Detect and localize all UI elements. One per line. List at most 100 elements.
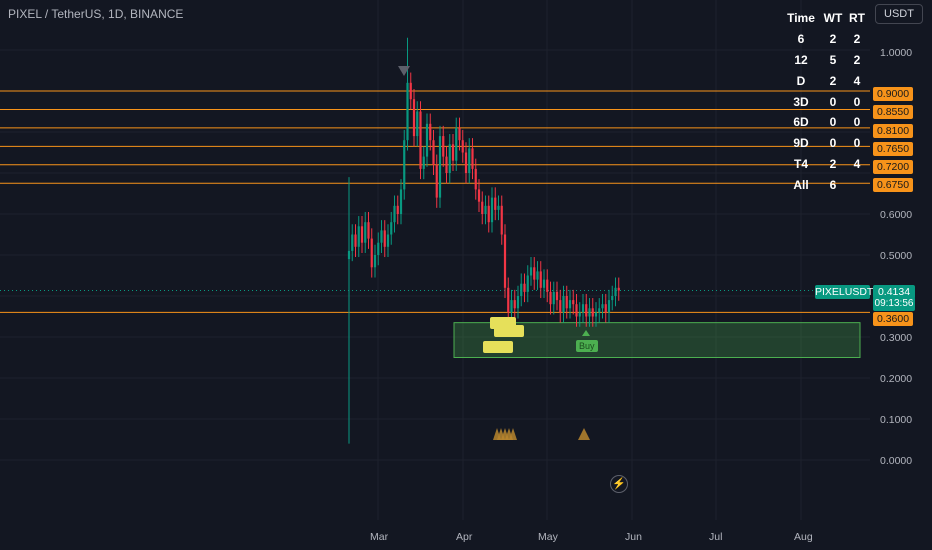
candle-body xyxy=(572,300,575,305)
level-tag: 0.7650 xyxy=(873,142,913,156)
stats-cell xyxy=(846,174,868,195)
level-tag: 0.8550 xyxy=(873,105,913,119)
stats-cell: 2 xyxy=(829,156,837,171)
stats-row: 9D 0 0 xyxy=(782,133,868,154)
candle-body xyxy=(500,205,503,235)
candle-body xyxy=(539,271,542,288)
candle-body xyxy=(461,140,464,153)
candle-body xyxy=(516,296,520,309)
stats-cell: 12 xyxy=(794,52,808,67)
candle-body xyxy=(403,140,406,190)
price-axis-label: 0.5000 xyxy=(880,250,913,262)
candle-body xyxy=(529,267,533,276)
buy-signal-label: Buy xyxy=(576,340,598,352)
candle-body xyxy=(526,275,529,292)
candle-body xyxy=(536,271,539,280)
stats-cell: 2 xyxy=(853,52,861,67)
candle-body xyxy=(354,234,357,247)
candle-body xyxy=(555,291,559,301)
stats-header-rt: RT xyxy=(849,11,865,26)
candle-body xyxy=(484,205,487,214)
stats-header-wt: WT xyxy=(823,11,843,26)
candle-body xyxy=(380,230,383,243)
candle-body xyxy=(468,148,471,173)
stats-cell: 3D xyxy=(793,94,809,109)
candle-body xyxy=(481,201,484,214)
stats-row: 6 2 2 xyxy=(782,29,868,50)
candle-body xyxy=(503,234,507,288)
level-tag: 0.7200 xyxy=(873,160,913,174)
stats-row: D 2 4 xyxy=(782,70,868,91)
candle-body xyxy=(520,283,523,296)
stats-cell: 4 xyxy=(853,73,861,88)
stats-cell: 5 xyxy=(829,52,837,67)
candle-body xyxy=(523,283,526,292)
time-axis-label: Aug xyxy=(794,531,813,543)
candle-body xyxy=(604,304,607,313)
up-triangle-marker xyxy=(509,428,517,440)
stats-row: T4 2 4 xyxy=(782,154,868,175)
candle-body xyxy=(367,222,370,239)
candle-body xyxy=(399,189,403,214)
price-axis-label: 0.0000 xyxy=(880,455,913,467)
candle-body xyxy=(591,308,594,317)
stats-cell: 6 xyxy=(829,177,837,192)
candle-body xyxy=(578,312,581,317)
candle-body xyxy=(607,300,611,313)
candle-body xyxy=(377,242,380,255)
candle-body xyxy=(373,255,377,268)
horizontal-levels xyxy=(0,90,870,313)
price-axis-label: 0.3000 xyxy=(880,332,913,344)
up-triangle-marker xyxy=(578,428,590,440)
candle-body xyxy=(357,226,360,247)
candle-body xyxy=(360,226,364,243)
candle-body xyxy=(585,304,588,317)
candle-body xyxy=(406,82,409,141)
stats-header-row: Time WT RT xyxy=(782,8,868,29)
candle-body xyxy=(549,291,552,305)
candle-body xyxy=(448,144,451,173)
lightning-icon[interactable]: ⚡ xyxy=(610,475,628,493)
candle-body xyxy=(429,123,432,141)
candle-body xyxy=(487,205,490,223)
candle-body xyxy=(565,296,568,309)
stats-cell: 0 xyxy=(853,136,861,151)
candle-body xyxy=(386,234,390,247)
candle-body xyxy=(364,222,367,243)
candle-body xyxy=(552,291,555,305)
candle-body xyxy=(442,136,445,157)
candle-body xyxy=(546,279,549,292)
time-axis-label: Apr xyxy=(456,531,473,543)
candle-body xyxy=(617,287,620,291)
candle-body xyxy=(445,156,448,173)
stats-cell: 0 xyxy=(829,94,837,109)
candle-body xyxy=(419,111,422,169)
candle-body xyxy=(432,140,435,165)
time-axis-label: Jun xyxy=(625,531,642,543)
stats-row: 12 5 2 xyxy=(782,50,868,71)
candle-body xyxy=(611,296,614,301)
stats-cell: 0 xyxy=(829,115,837,130)
stats-cell: 2 xyxy=(853,32,861,47)
candle-body xyxy=(542,279,546,288)
candle-body xyxy=(438,136,442,198)
time-axis-label: Jul xyxy=(709,531,723,543)
candle-body xyxy=(390,222,393,235)
down-triangle-marker xyxy=(398,66,410,76)
sell-signal-label xyxy=(483,341,513,353)
stats-cell: 6D xyxy=(793,115,809,130)
candle-body xyxy=(533,267,536,280)
candle-body xyxy=(422,156,425,169)
candle-body xyxy=(494,197,497,210)
stats-cell: 0 xyxy=(829,136,837,151)
current-price-tag: 0.4134 xyxy=(873,285,915,299)
stats-cell: 0 xyxy=(853,94,861,109)
price-axis-label: 0.6000 xyxy=(880,209,913,221)
candle-body xyxy=(393,205,396,223)
chart-grid xyxy=(0,0,870,520)
candle-body xyxy=(598,308,601,313)
candle-body xyxy=(435,164,438,198)
currency-button[interactable]: USDT xyxy=(875,4,923,24)
level-tag: 0.9000 xyxy=(873,87,913,101)
